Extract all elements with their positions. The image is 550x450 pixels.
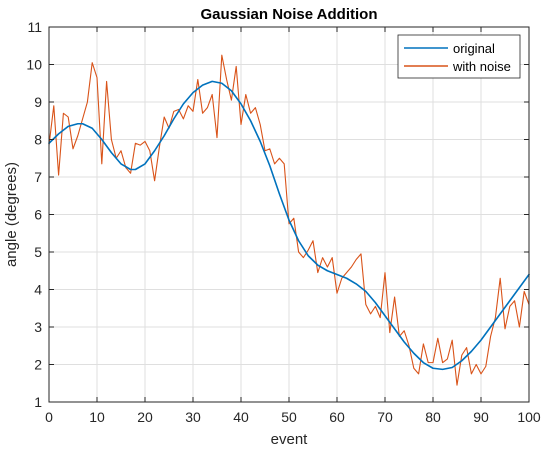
y-tick-label: 1 bbox=[34, 394, 42, 410]
x-axis-label: event bbox=[271, 431, 309, 448]
legend-box bbox=[397, 34, 521, 79]
x-tick-label: 70 bbox=[377, 409, 393, 425]
x-tick-label: 40 bbox=[233, 409, 249, 425]
x-tick-label: 10 bbox=[89, 409, 105, 425]
y-tick-label: 2 bbox=[34, 357, 42, 373]
ticks: 0 10 20 30 40 50 60 70 80 90 100 1 2 3 4 5 6 7 8 9 10 11 bbox=[26, 19, 540, 425]
chart-title: Gaussian Noise Addition bbox=[201, 6, 378, 23]
legend: original with noise bbox=[397, 34, 521, 79]
y-tick-label: 5 bbox=[34, 244, 42, 260]
x-tick-label: 30 bbox=[185, 409, 201, 425]
x-tick-label: 100 bbox=[517, 409, 541, 425]
series-lines bbox=[48, 54, 530, 386]
legend-label: with noise bbox=[452, 59, 511, 74]
y-tick-label: 8 bbox=[34, 132, 42, 148]
series-line-original bbox=[48, 80, 530, 371]
y-tick-label: 4 bbox=[34, 282, 42, 298]
x-tick-label: 60 bbox=[329, 409, 345, 425]
y-tick-label: 10 bbox=[26, 57, 42, 73]
y-axis-label: angle (degrees) bbox=[3, 162, 20, 267]
y-tick-label: 11 bbox=[27, 19, 42, 35]
x-tick-label: 90 bbox=[473, 409, 489, 425]
y-tick-label: 6 bbox=[34, 207, 42, 223]
x-tick-label: 20 bbox=[137, 409, 153, 425]
y-tick-label: 9 bbox=[34, 94, 42, 110]
series-line-with-noise bbox=[48, 54, 530, 386]
x-tick-label: 0 bbox=[45, 409, 53, 425]
y-tick-label: 3 bbox=[34, 319, 42, 335]
y-tick-label: 7 bbox=[34, 169, 42, 185]
x-tick-label: 80 bbox=[425, 409, 441, 425]
x-tick-label: 50 bbox=[281, 409, 297, 425]
legend-label: original bbox=[453, 41, 495, 56]
